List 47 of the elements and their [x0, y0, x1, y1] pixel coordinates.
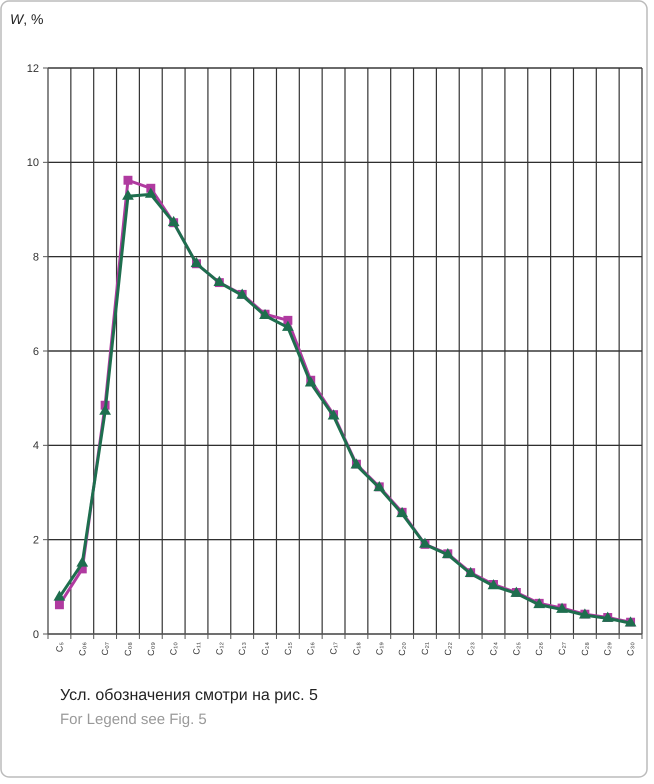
x-tick-label: C₂₆ — [534, 642, 544, 656]
point — [190, 256, 202, 268]
point — [213, 276, 226, 286]
x-tick-label: C₂₅ — [511, 642, 522, 656]
point — [76, 556, 88, 567]
y-tick-label: 12 — [26, 62, 39, 75]
x-tick-label: C₁₂ — [214, 641, 224, 656]
y-tick-label: 8 — [32, 252, 39, 264]
y-axis-title: W, % — [10, 11, 44, 27]
x-tick-label: C₁₆ — [306, 642, 316, 656]
x-tick-label: C₂₂ — [442, 642, 453, 656]
x-tick-label: C₁₁ — [192, 642, 202, 655]
point — [54, 590, 66, 601]
x-tick-label: C₂₁ — [420, 642, 430, 656]
y-tick-label: 10 — [26, 157, 39, 170]
y-tick-label: 6 — [32, 346, 39, 358]
point — [123, 176, 132, 185]
y-tick-label: 0 — [32, 628, 39, 641]
point — [282, 320, 294, 331]
x-tick-label: C₂₄ — [488, 642, 498, 656]
x-tick-label: C₂₇ — [557, 642, 568, 656]
x-tick-label: C₀₉ — [146, 642, 156, 656]
x-tick-label: C₃₀ — [626, 642, 636, 656]
x-tick-label: C₁₅ — [282, 642, 293, 656]
point — [122, 189, 134, 200]
y-tick-label: 4 — [32, 440, 39, 452]
point — [99, 404, 111, 415]
x-tick-label: C₅ — [54, 642, 64, 652]
y-tick-label: 2 — [32, 534, 39, 547]
x-tick-label: C₂₀ — [397, 642, 408, 656]
x-tick-label: C₂₈ — [580, 642, 590, 656]
x-tick-label: C₀₈ — [122, 642, 133, 656]
point — [168, 216, 180, 226]
x-tick-label: C₁₀ — [168, 642, 179, 656]
x-tick-label: C₁₃ — [237, 642, 248, 656]
point — [144, 188, 157, 198]
x-tick-label: C₂₉ — [602, 642, 613, 656]
x-tick-label: C₂₃ — [466, 642, 476, 656]
text: Усл. обозначения смотри на рис. 5 — [60, 687, 318, 704]
x-tick-label: C₀₆ — [77, 642, 88, 656]
text: For Legend see Fig. 5 — [60, 711, 207, 728]
x-tick-label: C₁₉ — [374, 642, 384, 656]
x-tick-label: C₁₇ — [328, 642, 339, 655]
x-tick-label: C₁₈ — [351, 642, 362, 656]
x-tick-label: C₀₇ — [100, 642, 110, 656]
point — [54, 600, 64, 610]
x-tick-label: C₁₄ — [260, 642, 270, 656]
